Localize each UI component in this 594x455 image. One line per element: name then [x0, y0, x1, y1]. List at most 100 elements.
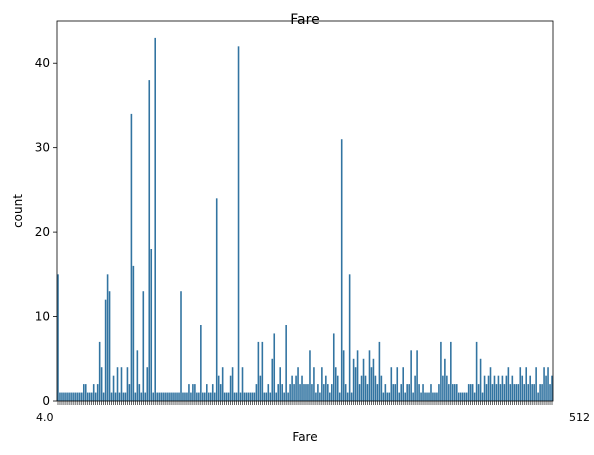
- bar: [59, 392, 61, 401]
- bar: [211, 384, 214, 401]
- bar: [350, 392, 353, 401]
- bar: [408, 384, 410, 401]
- bar: [69, 392, 71, 401]
- bar: [98, 341, 101, 401]
- bar: [291, 375, 293, 401]
- bar: [410, 350, 412, 401]
- y-tick-label: 20: [35, 225, 50, 239]
- x-tick-label-last: 512: [569, 411, 590, 424]
- bar: [297, 367, 299, 401]
- bar: [229, 375, 232, 401]
- bar: [509, 384, 512, 401]
- bar: [360, 375, 363, 401]
- bar: [202, 392, 204, 401]
- bar: [329, 392, 331, 401]
- bar: [247, 392, 250, 401]
- bar: [289, 384, 291, 401]
- bar: [138, 384, 141, 401]
- bar: [299, 384, 301, 401]
- bar: [148, 80, 151, 402]
- bar: [416, 350, 418, 401]
- bar: [166, 392, 168, 401]
- bar: [243, 392, 246, 401]
- bar: [162, 392, 164, 401]
- bar: [424, 392, 426, 401]
- bar: [267, 384, 270, 401]
- bar: [390, 367, 393, 401]
- bar: [206, 384, 208, 401]
- bar: [467, 384, 470, 401]
- bar: [178, 392, 180, 401]
- bar: [204, 392, 206, 401]
- bar: [146, 367, 149, 401]
- bar: [438, 384, 440, 401]
- bar: [170, 392, 172, 401]
- bar: [176, 392, 178, 401]
- bar: [398, 392, 401, 401]
- bar: [112, 375, 115, 401]
- bar: [344, 384, 347, 401]
- bars-group: [57, 37, 553, 402]
- bar: [501, 375, 504, 401]
- bar: [207, 392, 210, 401]
- bar: [382, 392, 385, 401]
- bar: [303, 384, 305, 401]
- bar: [82, 384, 85, 401]
- bar: [196, 392, 198, 401]
- bar: [174, 392, 176, 401]
- bar: [233, 392, 236, 401]
- bar: [414, 375, 416, 401]
- y-axis: 0 10 20 30 40: [35, 56, 57, 408]
- bar: [356, 350, 359, 401]
- bar: [483, 375, 486, 401]
- bar: [392, 384, 395, 401]
- bar: [223, 392, 226, 401]
- y-tick-label: 0: [42, 394, 50, 408]
- x-tick-label-first: 4.0: [36, 411, 54, 424]
- bar: [531, 384, 533, 401]
- bar: [503, 384, 506, 401]
- bar: [358, 384, 361, 401]
- bar: [142, 291, 145, 401]
- bar: [366, 384, 369, 401]
- bar: [124, 392, 127, 401]
- bar: [245, 392, 248, 401]
- bar: [237, 46, 240, 401]
- bar: [259, 375, 262, 401]
- bar: [511, 375, 514, 401]
- bar: [79, 392, 81, 401]
- plot-frame: [56, 20, 554, 402]
- bar: [271, 358, 274, 401]
- bar: [194, 384, 196, 401]
- bar: [323, 384, 325, 401]
- bar: [67, 392, 69, 401]
- bar: [541, 384, 543, 401]
- bar: [92, 384, 95, 401]
- bar: [368, 350, 371, 401]
- bar: [440, 341, 442, 401]
- bar: [463, 392, 466, 401]
- bar: [525, 367, 528, 401]
- bar: [283, 392, 285, 401]
- bar: [507, 367, 510, 401]
- bar: [454, 384, 456, 401]
- bar: [180, 291, 182, 401]
- bar: [386, 392, 389, 401]
- bar: [255, 384, 258, 401]
- bar: [374, 375, 377, 401]
- bar: [543, 367, 545, 401]
- chart-title: Fare: [290, 12, 319, 28]
- bar: [348, 274, 351, 401]
- bar: [533, 384, 535, 401]
- bar: [295, 375, 297, 401]
- bar: [471, 384, 474, 401]
- bar: [535, 367, 537, 401]
- bar: [158, 392, 160, 401]
- bar: [362, 358, 365, 401]
- bar: [384, 384, 387, 401]
- bar: [71, 392, 73, 401]
- bar: [422, 384, 424, 401]
- bar: [241, 367, 244, 401]
- bar: [459, 392, 462, 401]
- bar: [485, 384, 488, 401]
